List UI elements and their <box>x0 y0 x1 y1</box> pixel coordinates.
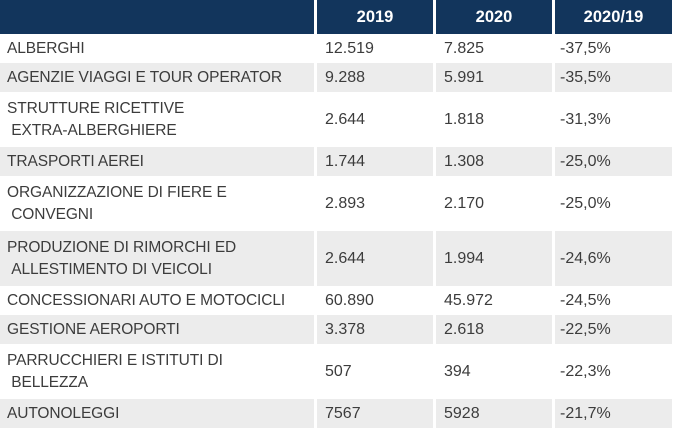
value-change: -31,3% <box>555 92 672 147</box>
value-2020: 394 <box>436 344 552 399</box>
table-row: AUTONOLEGGI 7567 5928 -21,7% <box>0 399 675 428</box>
value-2020: 2.170 <box>436 176 552 231</box>
table-row: PRODUZIONE DI RIMORCHI ED ALLESTIMENTO D… <box>0 231 675 286</box>
value-2020: 5.991 <box>436 63 552 92</box>
value-2019: 7567 <box>317 399 433 428</box>
value-2020: 5928 <box>436 399 552 428</box>
value-2019: 507 <box>317 344 433 399</box>
header-2020: 2020 <box>436 0 552 34</box>
value-2019: 2.644 <box>317 92 433 147</box>
value-change: -25,0% <box>555 147 672 176</box>
row-label: TRASPORTI AEREI <box>0 147 314 176</box>
row-label: ORGANIZZAZIONE DI FIERE E CONVEGNI <box>0 176 314 231</box>
table-row: TRASPORTI AEREI 1.744 1.308 -25,0% <box>0 147 675 176</box>
value-change: -37,5% <box>555 34 672 63</box>
row-label: STRUTTURE RICETTIVE EXTRA-ALBERGHIERE <box>0 92 314 147</box>
value-2019: 60.890 <box>317 286 433 315</box>
value-2020: 1.308 <box>436 147 552 176</box>
row-label: ALBERGHI <box>0 34 314 63</box>
value-change: -24,6% <box>555 231 672 286</box>
value-change: -22,3% <box>555 344 672 399</box>
row-label: PARRUCCHIERI E ISTITUTI DI BELLEZZA <box>0 344 314 399</box>
value-change: -24,5% <box>555 286 672 315</box>
value-2019: 1.744 <box>317 147 433 176</box>
sector-comparison-table: 2019 2020 2020/19 ALBERGHI 12.519 7.825 … <box>0 0 675 428</box>
table-row: STRUTTURE RICETTIVE EXTRA-ALBERGHIERE 2.… <box>0 92 675 147</box>
table-row: CONCESSIONARI AUTO E MOTOCICLI 60.890 45… <box>0 286 675 315</box>
value-change: -25,0% <box>555 176 672 231</box>
value-2019: 2.644 <box>317 231 433 286</box>
header-corner-cell <box>0 0 314 34</box>
value-2020: 7.825 <box>436 34 552 63</box>
table-row: GESTIONE AEROPORTI 3.378 2.618 -22,5% <box>0 315 675 344</box>
header-2019: 2019 <box>317 0 433 34</box>
header-2020-19: 2020/19 <box>555 0 672 34</box>
value-2019: 12.519 <box>317 34 433 63</box>
value-change: -35,5% <box>555 63 672 92</box>
value-2020: 1.994 <box>436 231 552 286</box>
value-change: -21,7% <box>555 399 672 428</box>
value-2019: 9.288 <box>317 63 433 92</box>
table-row: PARRUCCHIERI E ISTITUTI DI BELLEZZA 507 … <box>0 344 675 399</box>
row-label: CONCESSIONARI AUTO E MOTOCICLI <box>0 286 314 315</box>
table-row: ORGANIZZAZIONE DI FIERE E CONVEGNI 2.893… <box>0 176 675 231</box>
value-2020: 2.618 <box>436 315 552 344</box>
row-label: PRODUZIONE DI RIMORCHI ED ALLESTIMENTO D… <box>0 231 314 286</box>
table-row: AGENZIE VIAGGI E TOUR OPERATOR 9.288 5.9… <box>0 63 675 92</box>
row-label: AUTONOLEGGI <box>0 399 314 428</box>
value-change: -22,5% <box>555 315 672 344</box>
row-label: GESTIONE AEROPORTI <box>0 315 314 344</box>
value-2019: 2.893 <box>317 176 433 231</box>
table-row: ALBERGHI 12.519 7.825 -37,5% <box>0 34 675 63</box>
row-label: AGENZIE VIAGGI E TOUR OPERATOR <box>0 63 314 92</box>
value-2020: 45.972 <box>436 286 552 315</box>
value-2020: 1.818 <box>436 92 552 147</box>
table-header-row: 2019 2020 2020/19 <box>0 0 675 34</box>
value-2019: 3.378 <box>317 315 433 344</box>
